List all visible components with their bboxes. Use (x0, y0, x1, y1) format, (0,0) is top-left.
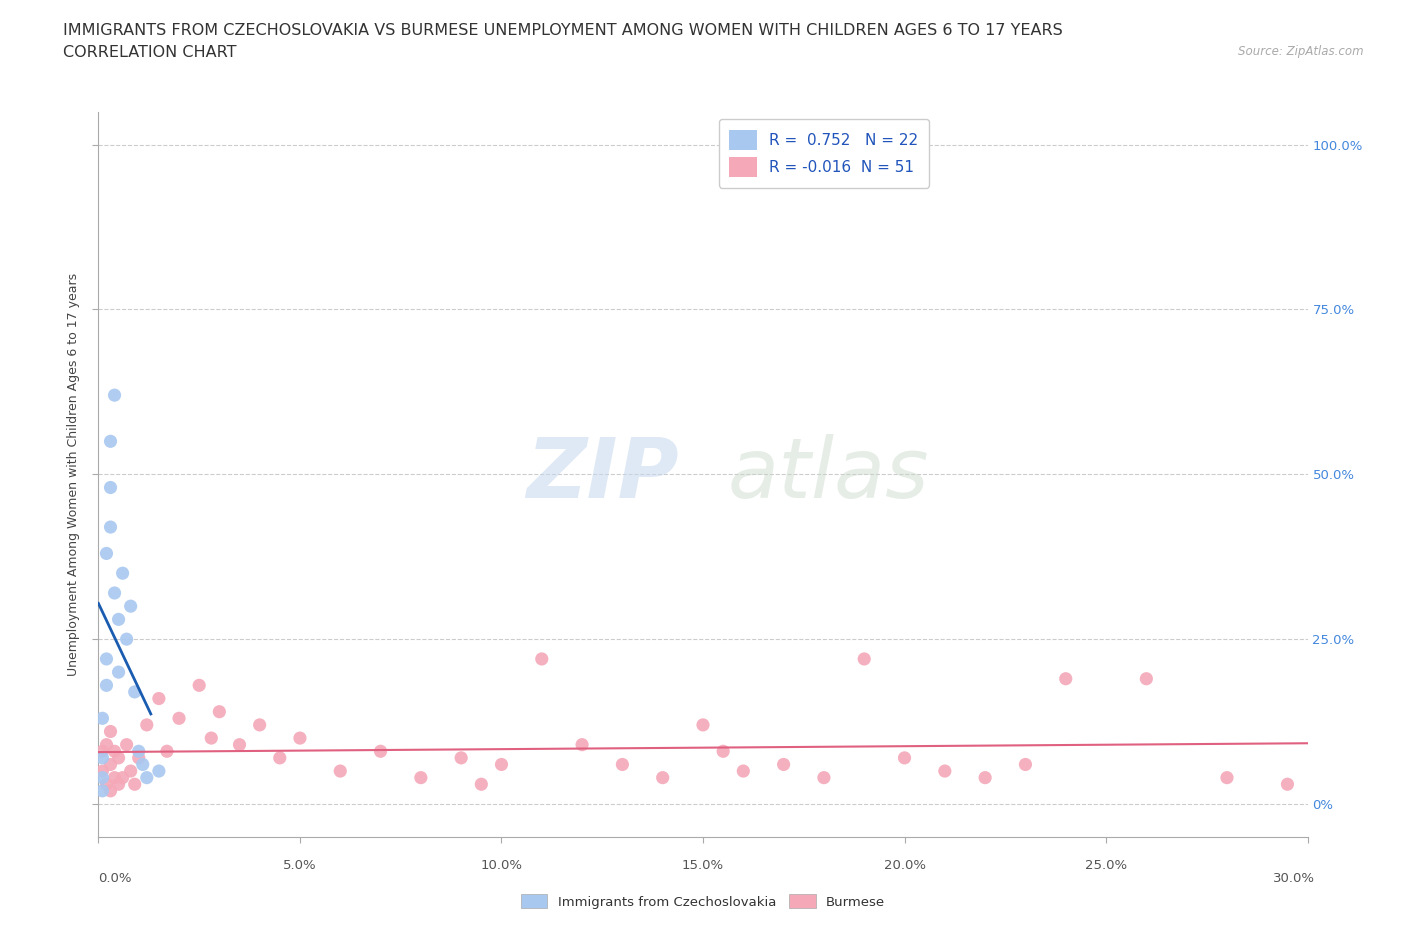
Point (96, 652, 118, 667)
Point (96, 678, 118, 693)
Point (772, 757, 794, 772)
Point (409, 770, 432, 785)
Point (91, 744, 114, 759)
Point (115, 631, 138, 646)
Point (96, 737, 118, 752)
Text: ZIP: ZIP (526, 433, 679, 515)
Point (100, 434, 122, 449)
Point (491, 757, 513, 772)
Point (103, 586, 125, 601)
Point (450, 751, 472, 765)
Point (135, 717, 157, 732)
Point (370, 744, 392, 759)
Point (107, 612, 129, 627)
Text: 0.0%: 0.0% (98, 872, 132, 885)
Point (96, 777, 118, 791)
Point (115, 737, 138, 752)
Point (91, 751, 114, 765)
Point (111, 770, 134, 785)
Point (733, 764, 755, 778)
Text: 5.0%: 5.0% (283, 858, 316, 871)
Point (124, 684, 146, 699)
Point (1277, 777, 1299, 791)
Point (711, 744, 734, 759)
Point (124, 777, 146, 791)
Point (200, 731, 222, 746)
Point (188, 678, 211, 693)
Point (135, 770, 157, 785)
Point (813, 770, 835, 785)
Point (96, 546, 118, 561)
Text: 15.0%: 15.0% (682, 858, 724, 871)
Point (692, 717, 714, 732)
Point (1054, 671, 1077, 686)
Point (893, 751, 915, 765)
Point (100, 757, 122, 772)
Legend: Immigrants from Czechoslovakia, Burmese: Immigrants from Czechoslovakia, Burmese (516, 889, 890, 914)
Text: Source: ZipAtlas.com: Source: ZipAtlas.com (1239, 45, 1364, 58)
Point (167, 711, 190, 725)
Point (103, 744, 125, 759)
Point (91, 764, 114, 778)
Point (571, 737, 593, 752)
Point (103, 388, 125, 403)
Point (651, 770, 673, 785)
Text: 10.0%: 10.0% (481, 858, 523, 871)
Point (107, 751, 129, 765)
Point (100, 724, 122, 739)
Point (128, 744, 150, 759)
Point (269, 751, 291, 765)
Point (100, 783, 122, 798)
Text: atlas: atlas (727, 433, 929, 515)
Point (1014, 757, 1036, 772)
Point (974, 770, 997, 785)
Text: CORRELATION CHART: CORRELATION CHART (63, 45, 236, 60)
Point (120, 599, 142, 614)
Point (128, 751, 150, 765)
Y-axis label: Unemployment Among Women with Children Ages 6 to 17 years: Unemployment Among Women with Children A… (66, 272, 80, 676)
Point (1216, 770, 1239, 785)
Text: 25.0%: 25.0% (1085, 858, 1128, 871)
Text: IMMIGRANTS FROM CZECHOSLOVAKIA VS BURMESE UNEMPLOYMENT AMONG WOMEN WITH CHILDREN: IMMIGRANTS FROM CZECHOSLOVAKIA VS BURMES… (63, 23, 1063, 38)
Point (208, 704, 231, 719)
Point (148, 764, 170, 778)
Text: 30.0%: 30.0% (1272, 872, 1315, 885)
Point (91, 711, 114, 725)
Point (120, 764, 142, 778)
Point (156, 744, 179, 759)
Point (470, 777, 492, 791)
Point (612, 757, 634, 772)
Point (100, 520, 122, 535)
Point (107, 777, 129, 791)
Point (148, 691, 170, 706)
Point (1135, 671, 1157, 686)
Point (934, 764, 956, 778)
Point (249, 717, 271, 732)
Point (107, 665, 129, 680)
Point (228, 737, 250, 752)
Point (288, 731, 311, 746)
Point (329, 764, 352, 778)
Point (530, 652, 553, 667)
Text: 20.0%: 20.0% (883, 858, 925, 871)
Point (100, 480, 122, 495)
Point (132, 757, 155, 772)
Point (853, 652, 876, 667)
Point (91, 783, 114, 798)
Point (103, 770, 125, 785)
Point (111, 565, 134, 580)
Point (91, 770, 114, 785)
